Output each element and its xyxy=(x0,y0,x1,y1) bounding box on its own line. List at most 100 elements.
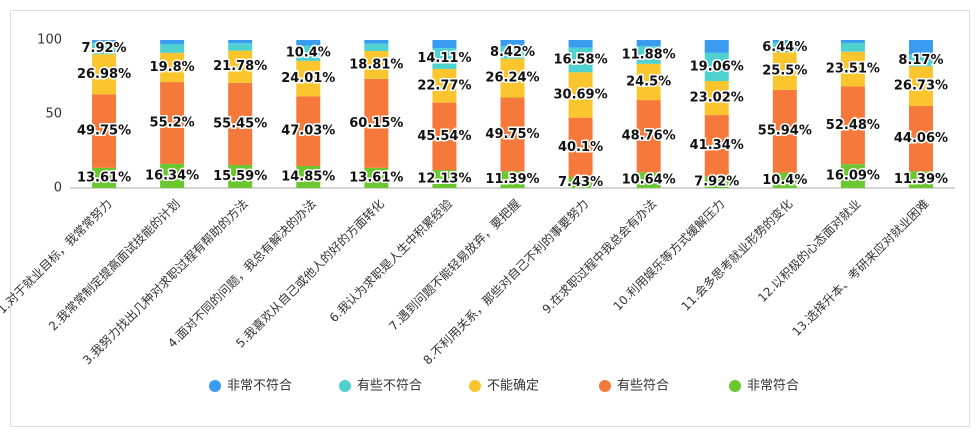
value-label: 13.61% xyxy=(349,170,403,185)
x-tick-label: 13.选择升本、考研来应对就业困难 xyxy=(789,196,932,339)
bar-segment xyxy=(92,54,117,95)
value-label: 14.11% xyxy=(417,51,471,66)
bar-segment xyxy=(160,163,185,188)
value-label: 55.2% xyxy=(150,115,195,130)
bar-segment xyxy=(568,117,593,178)
bar-segment xyxy=(228,82,253,165)
bar-segment xyxy=(704,81,729,116)
y-tick-label: 50 xyxy=(45,107,62,122)
bar-segment xyxy=(636,172,661,188)
bar-segment xyxy=(296,60,321,97)
bar-segment xyxy=(500,46,525,59)
bar-segment xyxy=(772,172,797,188)
value-label: 47.03% xyxy=(281,124,335,139)
value-label: 48.76% xyxy=(622,129,676,144)
bar-segment xyxy=(772,40,797,43)
bar-segment xyxy=(296,40,321,46)
bar-segment xyxy=(364,167,389,188)
value-label: 55.94% xyxy=(758,124,812,139)
bar-segment xyxy=(704,115,729,177)
value-label: 13.61% xyxy=(77,170,131,185)
value-label: 25.5% xyxy=(762,63,807,78)
x-tick-label: 9.在求职过程中我总会有办法 xyxy=(539,196,660,317)
bar-segment xyxy=(160,52,185,83)
legend-label: 不能确定 xyxy=(487,379,539,394)
bar-segment xyxy=(92,167,117,188)
x-tick-label: 10.利用娱乐等方式缓解压力 xyxy=(610,196,727,313)
value-label: 19.06% xyxy=(690,59,744,74)
legend-label: 非常符合 xyxy=(747,378,799,394)
value-label: 16.58% xyxy=(553,52,607,67)
bar-segment xyxy=(568,40,593,48)
value-label: 41.34% xyxy=(690,138,744,153)
bar-segment xyxy=(636,46,661,64)
value-label: 7.92% xyxy=(694,175,739,190)
x-tick-label: 4.面对不同的问题，我总有解决的办法 xyxy=(164,196,318,350)
bar-segment xyxy=(92,40,117,43)
legend-marker xyxy=(209,380,221,392)
value-label: 49.75% xyxy=(485,127,539,142)
value-label: 7.43% xyxy=(558,175,603,190)
bar-segment xyxy=(840,86,865,165)
bar-segment xyxy=(840,42,865,52)
bar-segment xyxy=(772,52,797,90)
value-label: 24.5% xyxy=(626,74,671,89)
value-label: 40.1% xyxy=(558,140,603,155)
bar-segment xyxy=(500,97,525,172)
bar-segment xyxy=(772,89,797,173)
bar-segment xyxy=(500,58,525,98)
bar-segment xyxy=(228,164,253,188)
bar-segment xyxy=(432,48,457,69)
legend-label: 非常不符合 xyxy=(227,378,292,394)
value-label: 49.75% xyxy=(77,124,131,139)
bar-segment xyxy=(908,66,933,106)
value-label: 14.85% xyxy=(281,170,335,185)
value-label: 10.4% xyxy=(762,173,807,188)
value-label: 22.77% xyxy=(417,78,471,93)
bar-segment xyxy=(228,43,253,51)
bar-segment xyxy=(432,170,457,188)
bar-segment xyxy=(432,68,457,103)
bar-segment xyxy=(296,45,321,61)
bar-segment xyxy=(568,47,593,73)
legend-marker xyxy=(339,380,351,392)
x-tick-label: 6.我认为求职是人生中积累经验 xyxy=(326,196,455,325)
bar-segment xyxy=(364,50,389,79)
bar-segment xyxy=(432,102,457,171)
value-label: 16.09% xyxy=(826,169,880,184)
value-label: 11.39% xyxy=(485,172,539,187)
bar-segment xyxy=(704,40,729,53)
bar-segment xyxy=(228,50,253,83)
value-label: 16.34% xyxy=(145,168,199,183)
value-label: 44.06% xyxy=(894,131,948,146)
bar-segment xyxy=(840,51,865,87)
x-tick-label: 2.我常常制定提高面试技能的计划 xyxy=(45,196,182,333)
legend-marker xyxy=(469,380,481,392)
bar-segment xyxy=(636,40,661,47)
bar-segment xyxy=(364,78,389,168)
value-label: 10.4% xyxy=(286,46,331,61)
bar-segment xyxy=(908,40,933,55)
legend-marker xyxy=(729,380,741,392)
value-label: 6.44% xyxy=(762,40,807,55)
bar-segment xyxy=(500,40,525,47)
bar-segment xyxy=(364,40,389,44)
value-label: 60.15% xyxy=(349,116,403,131)
value-label: 8.42% xyxy=(490,45,535,60)
bar-segment xyxy=(568,72,593,118)
bar-segment xyxy=(840,40,865,43)
value-label: 23.51% xyxy=(826,62,880,77)
bar-segment xyxy=(704,52,729,82)
value-label: 26.73% xyxy=(894,79,948,94)
x-tick-label: 1.对于就业目标，我常常努力 xyxy=(0,196,115,317)
value-label: 19.8% xyxy=(150,60,195,75)
x-tick-label: 11.会多思考就业形势的变化 xyxy=(678,196,795,313)
bar-segment xyxy=(92,42,117,55)
value-label: 45.54% xyxy=(417,129,471,144)
bar-segment xyxy=(500,171,525,188)
value-label: 15.59% xyxy=(213,169,267,184)
bar-segment xyxy=(908,105,933,172)
legend-marker xyxy=(599,380,611,392)
bar-segment xyxy=(160,40,185,45)
